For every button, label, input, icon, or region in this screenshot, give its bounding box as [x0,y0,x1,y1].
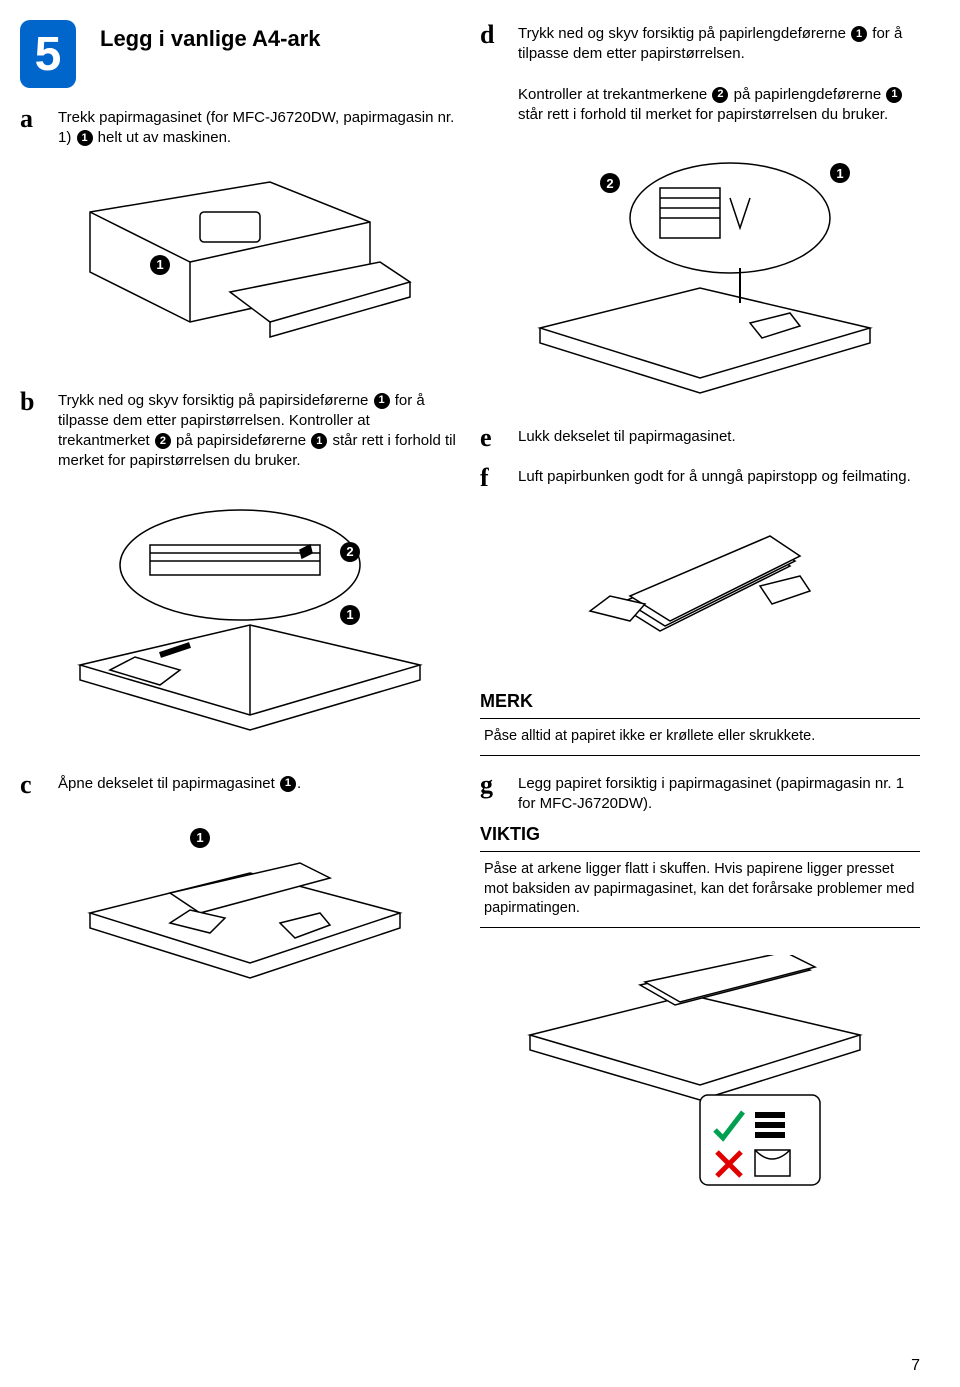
substep-d: d Trykk ned og skyv forsiktig på papirle… [480,20,920,125]
text-fragment: Trykk ned og skyv forsiktig på papirleng… [518,25,850,42]
substep-letter: c [20,770,48,800]
substep-letter: a [20,104,48,134]
diagram-side-guides: 2 1 [20,490,460,750]
callout-ref: 1 [851,26,867,42]
text-fragment: . [297,775,301,792]
substep-text: Trekk papirmagasinet (for MFC-J6720DW, p… [58,104,460,149]
substep-c: c Åpne dekselet til papirmagasinet 1. [20,770,460,800]
note-merk: MERK Påse alltid at papiret ikke er krøl… [480,691,920,770]
diagram-callout: 1 [340,605,360,625]
diagram-callout: 1 [190,828,210,848]
substep-letter: f [480,463,508,493]
substep-text: Trykk ned og skyv forsiktig på papirside… [58,387,460,472]
diagram-open-cover: 1 [20,818,460,1008]
substep-a: a Trekk papirmagasinet (for MFC-J6720DW,… [20,104,460,149]
substep-letter: g [480,770,508,800]
callout-ref: 1 [374,393,390,409]
diagram-printer-tray: 1 [20,167,460,367]
substep-b: b Trykk ned og skyv forsiktig på papirsi… [20,387,460,472]
diagram-fan-paper [480,511,920,671]
note-body: Påse alltid at papiret ikke er krøllete … [480,718,920,756]
step-number-box: 5 [20,20,76,88]
callout-ref: 2 [712,87,728,103]
diagram-callout: 2 [340,542,360,562]
callout-ref: 1 [311,433,327,449]
substep-text: Luft papirbunken godt for å unngå papirs… [518,463,911,487]
text-fragment: Trykk ned og skyv forsiktig på papirside… [58,392,373,409]
callout-ref: 1 [77,130,93,146]
callout-ref: 1 [280,776,296,792]
substep-g: g Legg papiret forsiktig i papirmagasine… [480,770,920,815]
note-viktig: VIKTIG Påse at arkene ligger flatt i sku… [480,824,920,942]
text-fragment: på papirsideførerne [172,432,310,449]
callout-ref: 2 [155,433,171,449]
text-fragment: helt ut av maskinen. [94,129,232,146]
substep-text: Legg papiret forsiktig i papirmagasinet … [518,770,920,815]
diagram-callout: 1 [150,255,170,275]
step-title: Legg i vanlige A4-ark [100,20,320,52]
text-fragment: står rett i forhold til merket for papir… [518,106,888,123]
step-header: 5 Legg i vanlige A4-ark [20,20,460,88]
text-fragment: på papirlengdeførerne [729,86,885,103]
substep-text: Åpne dekselet til papirmagasinet 1. [58,770,301,794]
text-fragment: Kontroller at trekantmerkene [518,86,711,103]
substep-text: Trykk ned og skyv forsiktig på papirleng… [518,20,920,125]
substep-text: Lukk dekselet til papirmagasinet. [518,423,736,447]
callout-ref: 1 [886,87,902,103]
note-title: MERK [480,691,920,712]
substep-letter: d [480,20,508,50]
substep-e: e Lukk dekselet til papirmagasinet. [480,423,920,453]
substep-f: f Luft papirbunken godt for å unngå papi… [480,463,920,493]
note-title: VIKTIG [480,824,920,845]
page-number: 7 [911,1357,920,1375]
diagram-length-guides: 2 1 [480,143,920,403]
note-body: Påse at arkene ligger flatt i skuffen. H… [480,851,920,928]
substep-letter: b [20,387,48,417]
text-fragment: Åpne dekselet til papirmagasinet [58,775,279,792]
diagram-load-paper [480,950,920,1200]
substep-letter: e [480,423,508,453]
